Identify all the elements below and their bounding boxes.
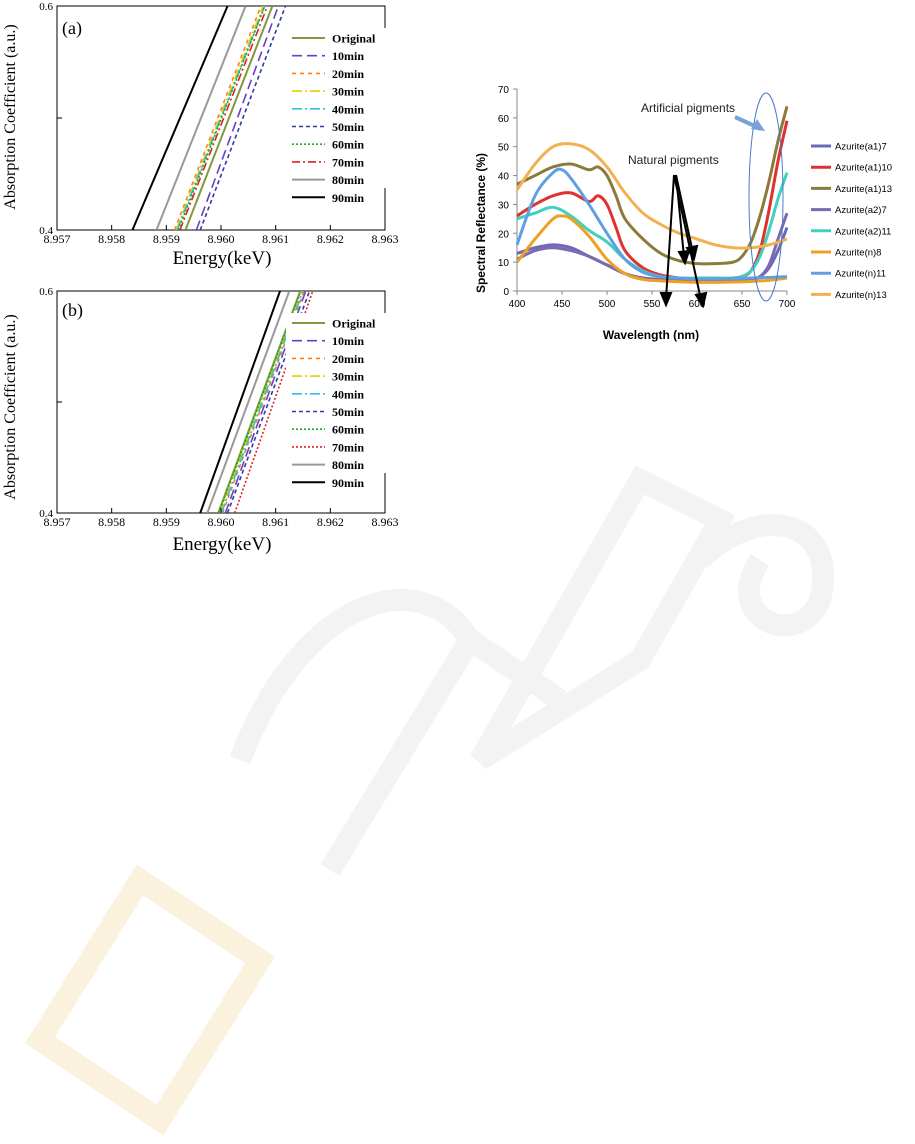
legend-label: 80min bbox=[332, 173, 364, 187]
x-tick-label: 8.959 bbox=[153, 515, 180, 529]
xanes-chart-b: (b) Absorption Coefficient (a.u.) Energy… bbox=[2, 286, 399, 555]
legend-label: 20min bbox=[332, 352, 364, 366]
series-line-20min bbox=[173, 6, 262, 230]
x-tick-label: 400 bbox=[509, 299, 526, 310]
x-tick-label: 8.960 bbox=[208, 232, 235, 246]
series-line-80min bbox=[206, 291, 291, 513]
legend-label: 90min bbox=[332, 191, 364, 205]
legend-label: 80min bbox=[332, 458, 364, 472]
x-tick-label: 8.958 bbox=[98, 515, 125, 529]
series-line-60min bbox=[177, 6, 266, 230]
series-line-90min bbox=[131, 6, 229, 230]
y-axis-label-c: Spectral Reflectance (%) bbox=[474, 153, 488, 293]
x-tick-label: 8.957 bbox=[44, 232, 71, 246]
series-line-Azurite(n)11 bbox=[515, 167, 788, 281]
legend-label: 40min bbox=[332, 387, 364, 401]
x-tick-label: 8.961 bbox=[262, 515, 289, 529]
legend-label: Azurite(a1)7 bbox=[835, 142, 887, 153]
y-tick-label: 0.4 bbox=[39, 508, 53, 520]
annotation-artificial-pigments: Artificial pigments bbox=[641, 101, 735, 115]
legend-label: 90min bbox=[332, 476, 364, 490]
y-axis-label-a: Absorption Coefficient (a.u.) bbox=[2, 24, 19, 209]
series-line-Azurite(a2)7 bbox=[516, 212, 789, 282]
series-line-Azurite(a1)13 bbox=[516, 105, 789, 266]
series-line-Original bbox=[184, 6, 274, 230]
legend-label: 40min bbox=[332, 102, 364, 116]
legend-label: 10min bbox=[332, 334, 364, 348]
legend-label: 30min bbox=[332, 370, 364, 384]
series-line-40min bbox=[176, 6, 266, 230]
series-line-Azurite(n)8 bbox=[515, 214, 788, 284]
series-line-30min bbox=[219, 291, 303, 513]
x-tick-label: 8.958 bbox=[98, 232, 125, 246]
y-tick-label: 70 bbox=[498, 85, 510, 96]
panel-label-b: (b) bbox=[62, 300, 83, 321]
legend-label: Azurite(n)11 bbox=[835, 269, 886, 280]
artificial-pigments-arrowhead bbox=[751, 119, 765, 131]
x-tick-label: 500 bbox=[599, 299, 616, 310]
x-tick-label: 550 bbox=[644, 299, 661, 310]
legend-label: 10min bbox=[332, 49, 364, 63]
x-tick-label: 600 bbox=[689, 299, 706, 310]
xanes-chart-a: (a) Absorption Coefficient (a.u.) Energy… bbox=[2, 1, 399, 269]
natural-pigments-arrows bbox=[659, 174, 708, 309]
y-tick-label: 30 bbox=[498, 200, 510, 211]
x-tick-label: 700 bbox=[779, 299, 796, 310]
y-tick-label: 10 bbox=[498, 258, 510, 269]
x-tick-label: 8.961 bbox=[262, 232, 289, 246]
legend-label: Original bbox=[332, 317, 376, 331]
y-tick-label: 0 bbox=[503, 287, 509, 298]
reflectance-chart: 0 10 20 30 40 50 60 70 400 450 500 550 600 650 700 Art… bbox=[474, 85, 892, 342]
legend-label: Azurite(a1)13 bbox=[835, 184, 892, 195]
legend-label: Azurite(a1)10 bbox=[835, 163, 892, 174]
y-tick-label: 40 bbox=[498, 172, 510, 183]
series-line-80min bbox=[155, 6, 247, 230]
x-tick-label: 8.959 bbox=[153, 232, 180, 246]
legend-label: Azurite(a2)7 bbox=[835, 205, 887, 216]
legend-label: 20min bbox=[332, 67, 364, 81]
y-tick-label: 0.6 bbox=[39, 286, 53, 298]
artificial-pigments-ellipse bbox=[748, 92, 784, 302]
legend-label: 60min bbox=[332, 138, 364, 152]
x-tick-label: 8.960 bbox=[208, 515, 235, 529]
series-line-70min bbox=[179, 6, 269, 230]
y-tick-label: 60 bbox=[498, 114, 510, 125]
series-line-90min bbox=[199, 291, 281, 513]
x-tick-label: 8.957 bbox=[44, 515, 71, 529]
x-axis-label-a: Energy(keV) bbox=[173, 248, 272, 269]
legend-box bbox=[286, 313, 391, 473]
series-line-50min bbox=[199, 6, 287, 230]
series-line-10min bbox=[195, 6, 280, 230]
y-tick-label: 0.6 bbox=[39, 1, 53, 13]
y-axis-label-b: Absorption Coefficient (a.u.) bbox=[2, 314, 19, 499]
annotation-natural-pigments: Natural pigments bbox=[628, 153, 719, 167]
legend-label: 70min bbox=[332, 155, 364, 169]
series-line-40min bbox=[220, 291, 304, 513]
legend-label: 50min bbox=[332, 120, 364, 134]
x-tick-label: 8.962 bbox=[317, 232, 344, 246]
x-tick-label: 8.962 bbox=[317, 515, 344, 529]
y-tick-label: 20 bbox=[498, 229, 510, 240]
x-tick-label: 8.963 bbox=[372, 515, 399, 529]
x-axis-label-b: Energy(keV) bbox=[173, 534, 272, 555]
legend-label: 60min bbox=[332, 423, 364, 437]
legend-label: Original bbox=[332, 32, 376, 46]
x-tick-label: 8.963 bbox=[372, 232, 399, 246]
y-tick-label: 50 bbox=[498, 143, 510, 154]
legend-label: 70min bbox=[332, 440, 364, 454]
x-tick-label: 650 bbox=[734, 299, 751, 310]
series-line-Azurite(n)13 bbox=[515, 142, 788, 250]
legend-label: 30min bbox=[332, 85, 364, 99]
legend-label: Azurite(n)8 bbox=[835, 248, 881, 259]
x-tick-label: 450 bbox=[554, 299, 571, 310]
legend-label: 50min bbox=[332, 405, 364, 419]
series-line-30min bbox=[175, 6, 264, 230]
legend-label: Azurite(n)13 bbox=[835, 290, 887, 301]
series-line-Azurite(a2)11 bbox=[516, 172, 789, 280]
x-axis-label-c: Wavelength (nm) bbox=[603, 328, 699, 342]
y-tick-label: 0.4 bbox=[39, 225, 53, 237]
legend-label: Azurite(a2)11 bbox=[835, 226, 891, 237]
panel-label-a: (a) bbox=[62, 18, 82, 39]
